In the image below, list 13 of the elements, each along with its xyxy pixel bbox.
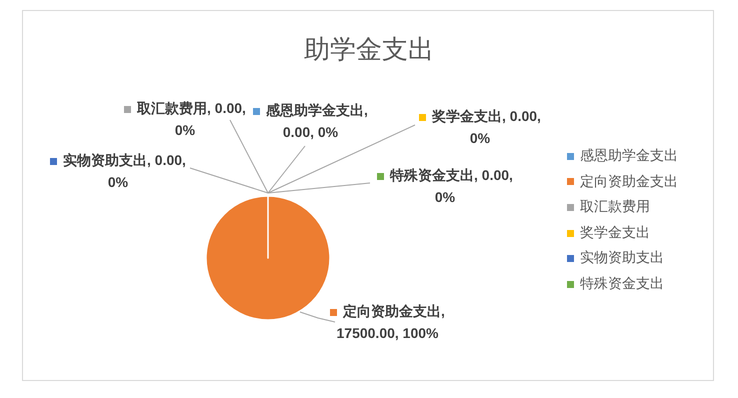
chart-title: 助学金支出: [303, 34, 435, 66]
text: 特殊资金支出, 0.00, 0%: [390, 167, 513, 205]
legend-label: 定向资助金支出: [580, 172, 678, 189]
text: 实物资助支出, 0.00, 0%: [63, 152, 186, 190]
legend-label: 特殊资金支出: [580, 275, 664, 291]
data-label: 定向资助金支出, 17500.00, 100%: [336, 303, 445, 341]
legend-label: 感恩助学金支出: [580, 147, 678, 163]
legend-label: 实物资助支出: [580, 249, 664, 266]
text: 取汇款费用, 0.00, 0%: [137, 100, 246, 138]
legend-label: 奖学金支出: [580, 224, 650, 240]
legend-label: 取汇款费用: [580, 198, 650, 214]
text: 感恩助学金支出, 0.00, 0%: [266, 102, 368, 140]
text: 奖学金支出, 0.00, 0%: [432, 108, 541, 146]
